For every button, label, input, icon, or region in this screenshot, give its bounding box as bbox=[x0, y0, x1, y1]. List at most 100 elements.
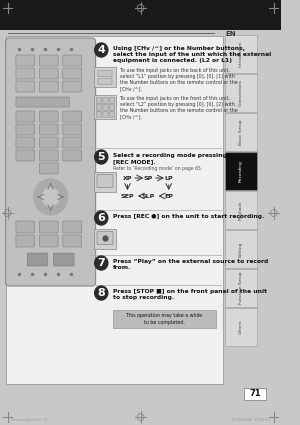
Bar bbox=[225, 35, 257, 73]
Bar bbox=[225, 230, 257, 268]
Text: SEP: SEP bbox=[121, 193, 134, 198]
FancyBboxPatch shape bbox=[63, 137, 82, 148]
Circle shape bbox=[34, 179, 68, 215]
Text: 4: 4 bbox=[97, 45, 105, 55]
Circle shape bbox=[42, 188, 59, 206]
Text: 7: 7 bbox=[98, 258, 105, 268]
Text: XP: XP bbox=[123, 176, 132, 181]
FancyBboxPatch shape bbox=[97, 175, 113, 187]
FancyBboxPatch shape bbox=[39, 235, 58, 247]
Text: Press [REC ●] on the unit to start recording.: Press [REC ●] on the unit to start recor… bbox=[112, 214, 264, 219]
FancyBboxPatch shape bbox=[39, 150, 58, 161]
Bar bbox=[225, 269, 257, 307]
FancyBboxPatch shape bbox=[39, 68, 58, 79]
FancyBboxPatch shape bbox=[103, 105, 108, 110]
FancyBboxPatch shape bbox=[110, 112, 115, 117]
Bar bbox=[94, 95, 116, 119]
Text: Refer to ‘Recording mode’ on page 65.: Refer to ‘Recording mode’ on page 65. bbox=[112, 166, 202, 171]
Circle shape bbox=[95, 256, 108, 270]
Text: 5: 5 bbox=[98, 152, 105, 162]
Bar bbox=[112, 310, 216, 328]
FancyBboxPatch shape bbox=[16, 124, 35, 135]
Bar bbox=[94, 172, 116, 192]
FancyBboxPatch shape bbox=[39, 111, 58, 122]
Circle shape bbox=[95, 43, 108, 57]
Text: Press [STOP ■] on the front panel of the unit
to stop recording.: Press [STOP ■] on the front panel of the… bbox=[112, 289, 267, 300]
FancyBboxPatch shape bbox=[16, 150, 35, 161]
Text: Playback: Playback bbox=[239, 200, 243, 220]
Bar bbox=[0, 0, 281, 30]
Text: 6: 6 bbox=[97, 213, 105, 223]
Text: Function Setup: Function Setup bbox=[239, 272, 243, 304]
FancyBboxPatch shape bbox=[96, 112, 101, 117]
Text: Basic Setup: Basic Setup bbox=[239, 119, 243, 145]
Bar bbox=[225, 113, 257, 151]
Text: 2008/09/09  15:08:11: 2008/09/09 15:08:11 bbox=[232, 418, 270, 422]
Text: SP: SP bbox=[143, 176, 153, 181]
Bar bbox=[244, 388, 266, 400]
FancyBboxPatch shape bbox=[63, 111, 82, 122]
Text: EN: EN bbox=[225, 31, 236, 37]
FancyBboxPatch shape bbox=[97, 232, 113, 244]
Bar bbox=[225, 308, 257, 346]
FancyBboxPatch shape bbox=[39, 124, 58, 135]
FancyBboxPatch shape bbox=[98, 79, 112, 85]
FancyBboxPatch shape bbox=[39, 163, 58, 174]
FancyBboxPatch shape bbox=[6, 38, 96, 286]
FancyBboxPatch shape bbox=[63, 150, 82, 161]
FancyBboxPatch shape bbox=[98, 71, 112, 76]
FancyBboxPatch shape bbox=[110, 105, 115, 110]
Bar bbox=[6, 36, 223, 384]
FancyBboxPatch shape bbox=[96, 105, 101, 110]
FancyBboxPatch shape bbox=[16, 97, 69, 107]
Text: LP: LP bbox=[164, 176, 173, 181]
Text: Recording: Recording bbox=[239, 160, 243, 182]
Text: 71: 71 bbox=[249, 389, 261, 399]
FancyBboxPatch shape bbox=[103, 98, 108, 103]
FancyBboxPatch shape bbox=[110, 98, 115, 103]
Text: EP: EP bbox=[164, 193, 173, 198]
Text: Connections: Connections bbox=[239, 79, 243, 106]
Text: Others: Others bbox=[239, 320, 243, 334]
Bar bbox=[225, 191, 257, 229]
Text: SLP: SLP bbox=[142, 193, 155, 198]
FancyBboxPatch shape bbox=[16, 55, 35, 66]
Circle shape bbox=[95, 150, 108, 164]
FancyBboxPatch shape bbox=[39, 137, 58, 148]
FancyBboxPatch shape bbox=[27, 253, 48, 266]
FancyBboxPatch shape bbox=[39, 81, 58, 92]
Text: Introduction: Introduction bbox=[239, 41, 243, 67]
FancyBboxPatch shape bbox=[16, 68, 35, 79]
FancyBboxPatch shape bbox=[103, 112, 108, 117]
FancyBboxPatch shape bbox=[63, 68, 82, 79]
Text: Using [CHv /^] or the Number buttons,
select the input of the unit which the ext: Using [CHv /^] or the Number buttons, se… bbox=[112, 46, 271, 63]
FancyBboxPatch shape bbox=[16, 221, 35, 233]
Text: Recording_e2.fm  71: Recording_e2.fm 71 bbox=[11, 418, 48, 422]
Bar bbox=[94, 229, 116, 249]
FancyBboxPatch shape bbox=[39, 55, 58, 66]
FancyBboxPatch shape bbox=[16, 235, 35, 247]
Text: Press “Play” on the external source to record
from.: Press “Play” on the external source to r… bbox=[112, 259, 268, 270]
FancyBboxPatch shape bbox=[63, 124, 82, 135]
Bar bbox=[94, 67, 116, 87]
Text: Select a recording mode pressing
[REC MODE].: Select a recording mode pressing [REC MO… bbox=[112, 153, 226, 164]
FancyBboxPatch shape bbox=[16, 137, 35, 148]
FancyBboxPatch shape bbox=[63, 81, 82, 92]
FancyBboxPatch shape bbox=[63, 221, 82, 233]
FancyBboxPatch shape bbox=[39, 221, 58, 233]
Text: 8: 8 bbox=[98, 288, 105, 298]
Text: Editing: Editing bbox=[239, 241, 243, 257]
FancyBboxPatch shape bbox=[16, 81, 35, 92]
Text: To use the input jacks on the back of this unit,
select “L1” position by pressin: To use the input jacks on the back of th… bbox=[120, 68, 238, 91]
FancyBboxPatch shape bbox=[96, 98, 101, 103]
FancyBboxPatch shape bbox=[53, 253, 74, 266]
FancyBboxPatch shape bbox=[63, 235, 82, 247]
Bar bbox=[225, 74, 257, 112]
Circle shape bbox=[95, 286, 108, 300]
FancyBboxPatch shape bbox=[16, 111, 35, 122]
Text: This operation may take a while
to be completed.: This operation may take a while to be co… bbox=[126, 313, 202, 325]
Circle shape bbox=[95, 211, 108, 225]
Bar bbox=[225, 152, 257, 190]
FancyBboxPatch shape bbox=[63, 55, 82, 66]
Text: To use the input jacks on the front of this unit,
select “L2” position by pressi: To use the input jacks on the front of t… bbox=[120, 96, 238, 119]
